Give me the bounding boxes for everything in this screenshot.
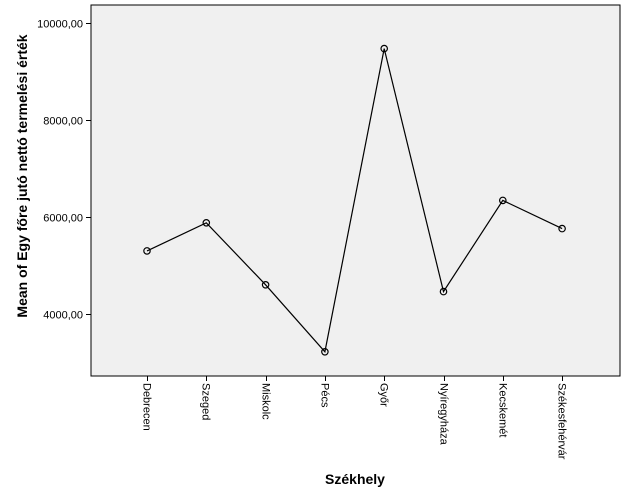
series-layer (143, 44, 566, 356)
data-point (439, 287, 448, 296)
x-tick-label: Nyíregyháza (438, 383, 450, 446)
x-axis-title: Székhely (325, 471, 385, 487)
data-point (321, 347, 329, 356)
x-tick-label: Győr (378, 383, 390, 407)
x-tick-label: Szeged (200, 383, 212, 420)
data-point (261, 280, 270, 289)
y-axis-title: Mean of Egy főre jutó nettó termelési ér… (14, 34, 30, 317)
data-point (380, 44, 389, 53)
x-axis: Debrecen Szeged Miskolc Pécs Győr Nyíregyháza… (141, 376, 568, 460)
x-tick-label: Székesfehérvár (556, 383, 568, 460)
plot-area (90, 4, 621, 377)
x-tick-label: Miskolc (260, 383, 272, 420)
x-tick-label: Debrecen (141, 383, 153, 431)
y-tick-label: 4000,00 (43, 310, 83, 322)
x-tick-label: Kecskemét (497, 383, 509, 437)
data-point (143, 247, 151, 255)
y-axis: 4000,00 6000,00 8000,00 10000,00 (37, 19, 91, 322)
data-point (558, 224, 566, 233)
data-point (202, 219, 211, 227)
data-point (498, 196, 507, 205)
y-tick-label: 10000,00 (37, 19, 83, 31)
y-tick-label: 6000,00 (43, 213, 83, 225)
x-tick-label: Pécs (319, 383, 331, 408)
series-line (146, 48, 563, 354)
y-tick-label: 8000,00 (43, 116, 83, 128)
